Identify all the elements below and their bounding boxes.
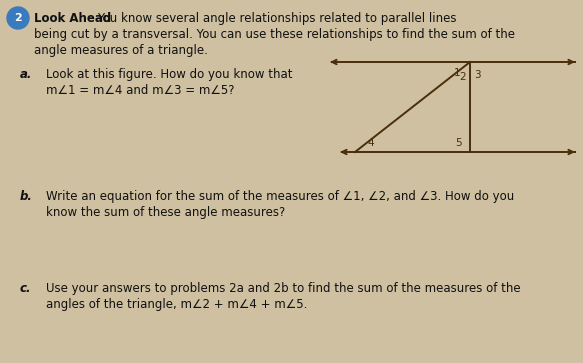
Text: Look Ahead: Look Ahead (34, 12, 111, 25)
Text: 2: 2 (14, 13, 22, 23)
Text: Look at this figure. How do you know that: Look at this figure. How do you know tha… (46, 68, 293, 81)
Text: You know several angle relationships related to parallel lines: You know several angle relationships rel… (97, 12, 456, 25)
Text: being cut by a transversal. You can use these relationships to find the sum of t: being cut by a transversal. You can use … (34, 28, 515, 41)
Text: 1: 1 (454, 68, 460, 78)
Circle shape (7, 7, 29, 29)
Text: Write an equation for the sum of the measures of ∠1, ∠2, and ∠3. How do you: Write an equation for the sum of the mea… (46, 190, 514, 203)
Text: angles of the triangle, m∠2 + m∠4 + m∠5.: angles of the triangle, m∠2 + m∠4 + m∠5. (46, 298, 307, 311)
Text: b.: b. (20, 190, 33, 203)
Text: a.: a. (20, 68, 33, 81)
Text: 2: 2 (459, 72, 466, 82)
Text: m∠1 = m∠4 and m∠3 = m∠5?: m∠1 = m∠4 and m∠3 = m∠5? (46, 84, 234, 97)
Text: 3: 3 (474, 70, 480, 80)
Text: Use your answers to problems 2a and 2b to find the sum of the measures of the: Use your answers to problems 2a and 2b t… (46, 282, 521, 295)
Text: 4: 4 (367, 138, 374, 148)
Text: know the sum of these angle measures?: know the sum of these angle measures? (46, 206, 285, 219)
Text: angle measures of a triangle.: angle measures of a triangle. (34, 44, 208, 57)
Text: 5: 5 (455, 138, 462, 148)
Text: c.: c. (20, 282, 31, 295)
